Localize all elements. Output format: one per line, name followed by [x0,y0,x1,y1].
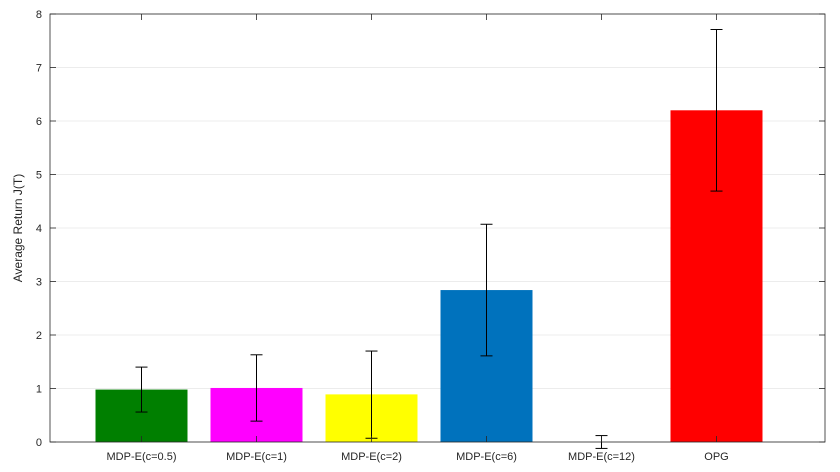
x-tick-label: MDP-E(c=6) [456,451,517,463]
y-tick-label: 0 [36,437,42,449]
axis-ticks [50,13,825,443]
y-tick-label: 7 [36,63,42,75]
x-tick-label: OPG [704,451,728,463]
y-tick-label: 1 [36,384,42,396]
x-tick-label: MDP-E(c=1) [226,451,287,463]
x-tick-label: MDP-E(c=0.5) [107,451,177,463]
x-tick-label: MDP-E(c=12) [568,451,635,463]
bars [95,110,763,443]
x-tick-labels: MDP-E(c=0.5) MDP-E(c=1) MDP-E(c=2) MDP-E(c=… [107,451,729,463]
y-tick-label: 5 [36,170,42,182]
y-tick-label: 2 [36,330,42,342]
y-axis-label: Average Return J(T) [11,174,25,283]
error-bars [135,29,723,449]
x-tick-label: MDP-E(c=2) [341,451,402,463]
y-tick-label: 4 [36,223,42,235]
y-tick-label: 8 [36,9,42,21]
y-tick-label: 6 [36,116,42,128]
y-tick-labels: 0 1 2 3 4 5 6 7 8 [36,9,42,449]
y-tick-label: 3 [36,277,42,289]
